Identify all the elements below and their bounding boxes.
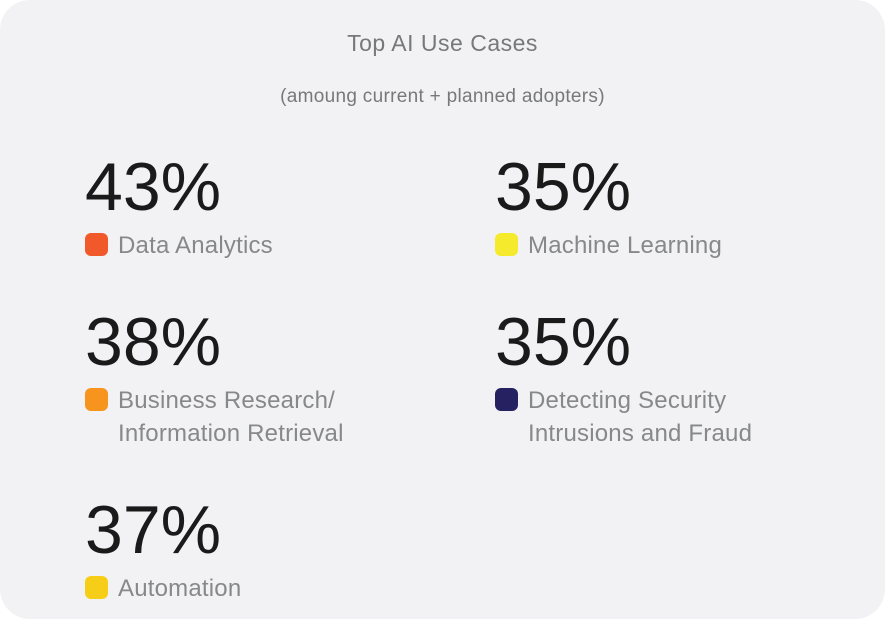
legend: Machine Learning — [495, 230, 885, 262]
stat-label: Data Analytics — [118, 232, 273, 259]
stat-label: Detecting Security Intrusions and Fraud — [528, 387, 753, 447]
legend: Detecting Security Intrusions and Fraud — [495, 385, 885, 450]
stat-label: Machine Learning — [528, 232, 722, 259]
stats-column-right: 35% Machine Learning 35% Detecting Secur… — [495, 153, 885, 619]
legend: Data Analytics — [85, 230, 495, 262]
business-research-swatch — [85, 388, 108, 412]
stat-value: 35% — [495, 304, 632, 381]
machine-learning-swatch — [495, 233, 518, 256]
page-subtitle: (amoung current + planned adopters) — [280, 86, 605, 107]
stat-label: Business Research/ Information Retrieval — [118, 387, 344, 447]
data-analytics-swatch — [85, 233, 108, 256]
legend: Automation — [85, 573, 495, 605]
stat-data-analytics: 43% Data Analytics — [85, 153, 495, 262]
stat-value: 38% — [85, 304, 222, 381]
stat-value: 35% — [495, 149, 632, 225]
stat-machine-learning: 35% Machine Learning — [495, 153, 885, 262]
automation-swatch — [85, 576, 108, 600]
stat-business-research: 38% Business Research/ Information Retri… — [85, 308, 495, 450]
security-intrusions-swatch — [495, 388, 518, 412]
stat-value: 37% — [85, 492, 222, 569]
legend: Business Research/ Information Retrieval — [85, 385, 495, 450]
stat-label: Automation — [118, 575, 242, 603]
stats-grid: 43% Data Analytics 38% Business Research… — [0, 153, 885, 619]
stat-value: 43% — [85, 149, 222, 225]
stat-automation: 37% Automation — [85, 496, 495, 605]
header: Top AI Use Cases (amoung current + plann… — [0, 30, 885, 108]
page-title: Top AI Use Cases — [347, 30, 538, 56]
stats-column-left: 43% Data Analytics 38% Business Research… — [85, 153, 495, 619]
stat-security-intrusions: 35% Detecting Security Intrusions and Fr… — [495, 308, 885, 450]
